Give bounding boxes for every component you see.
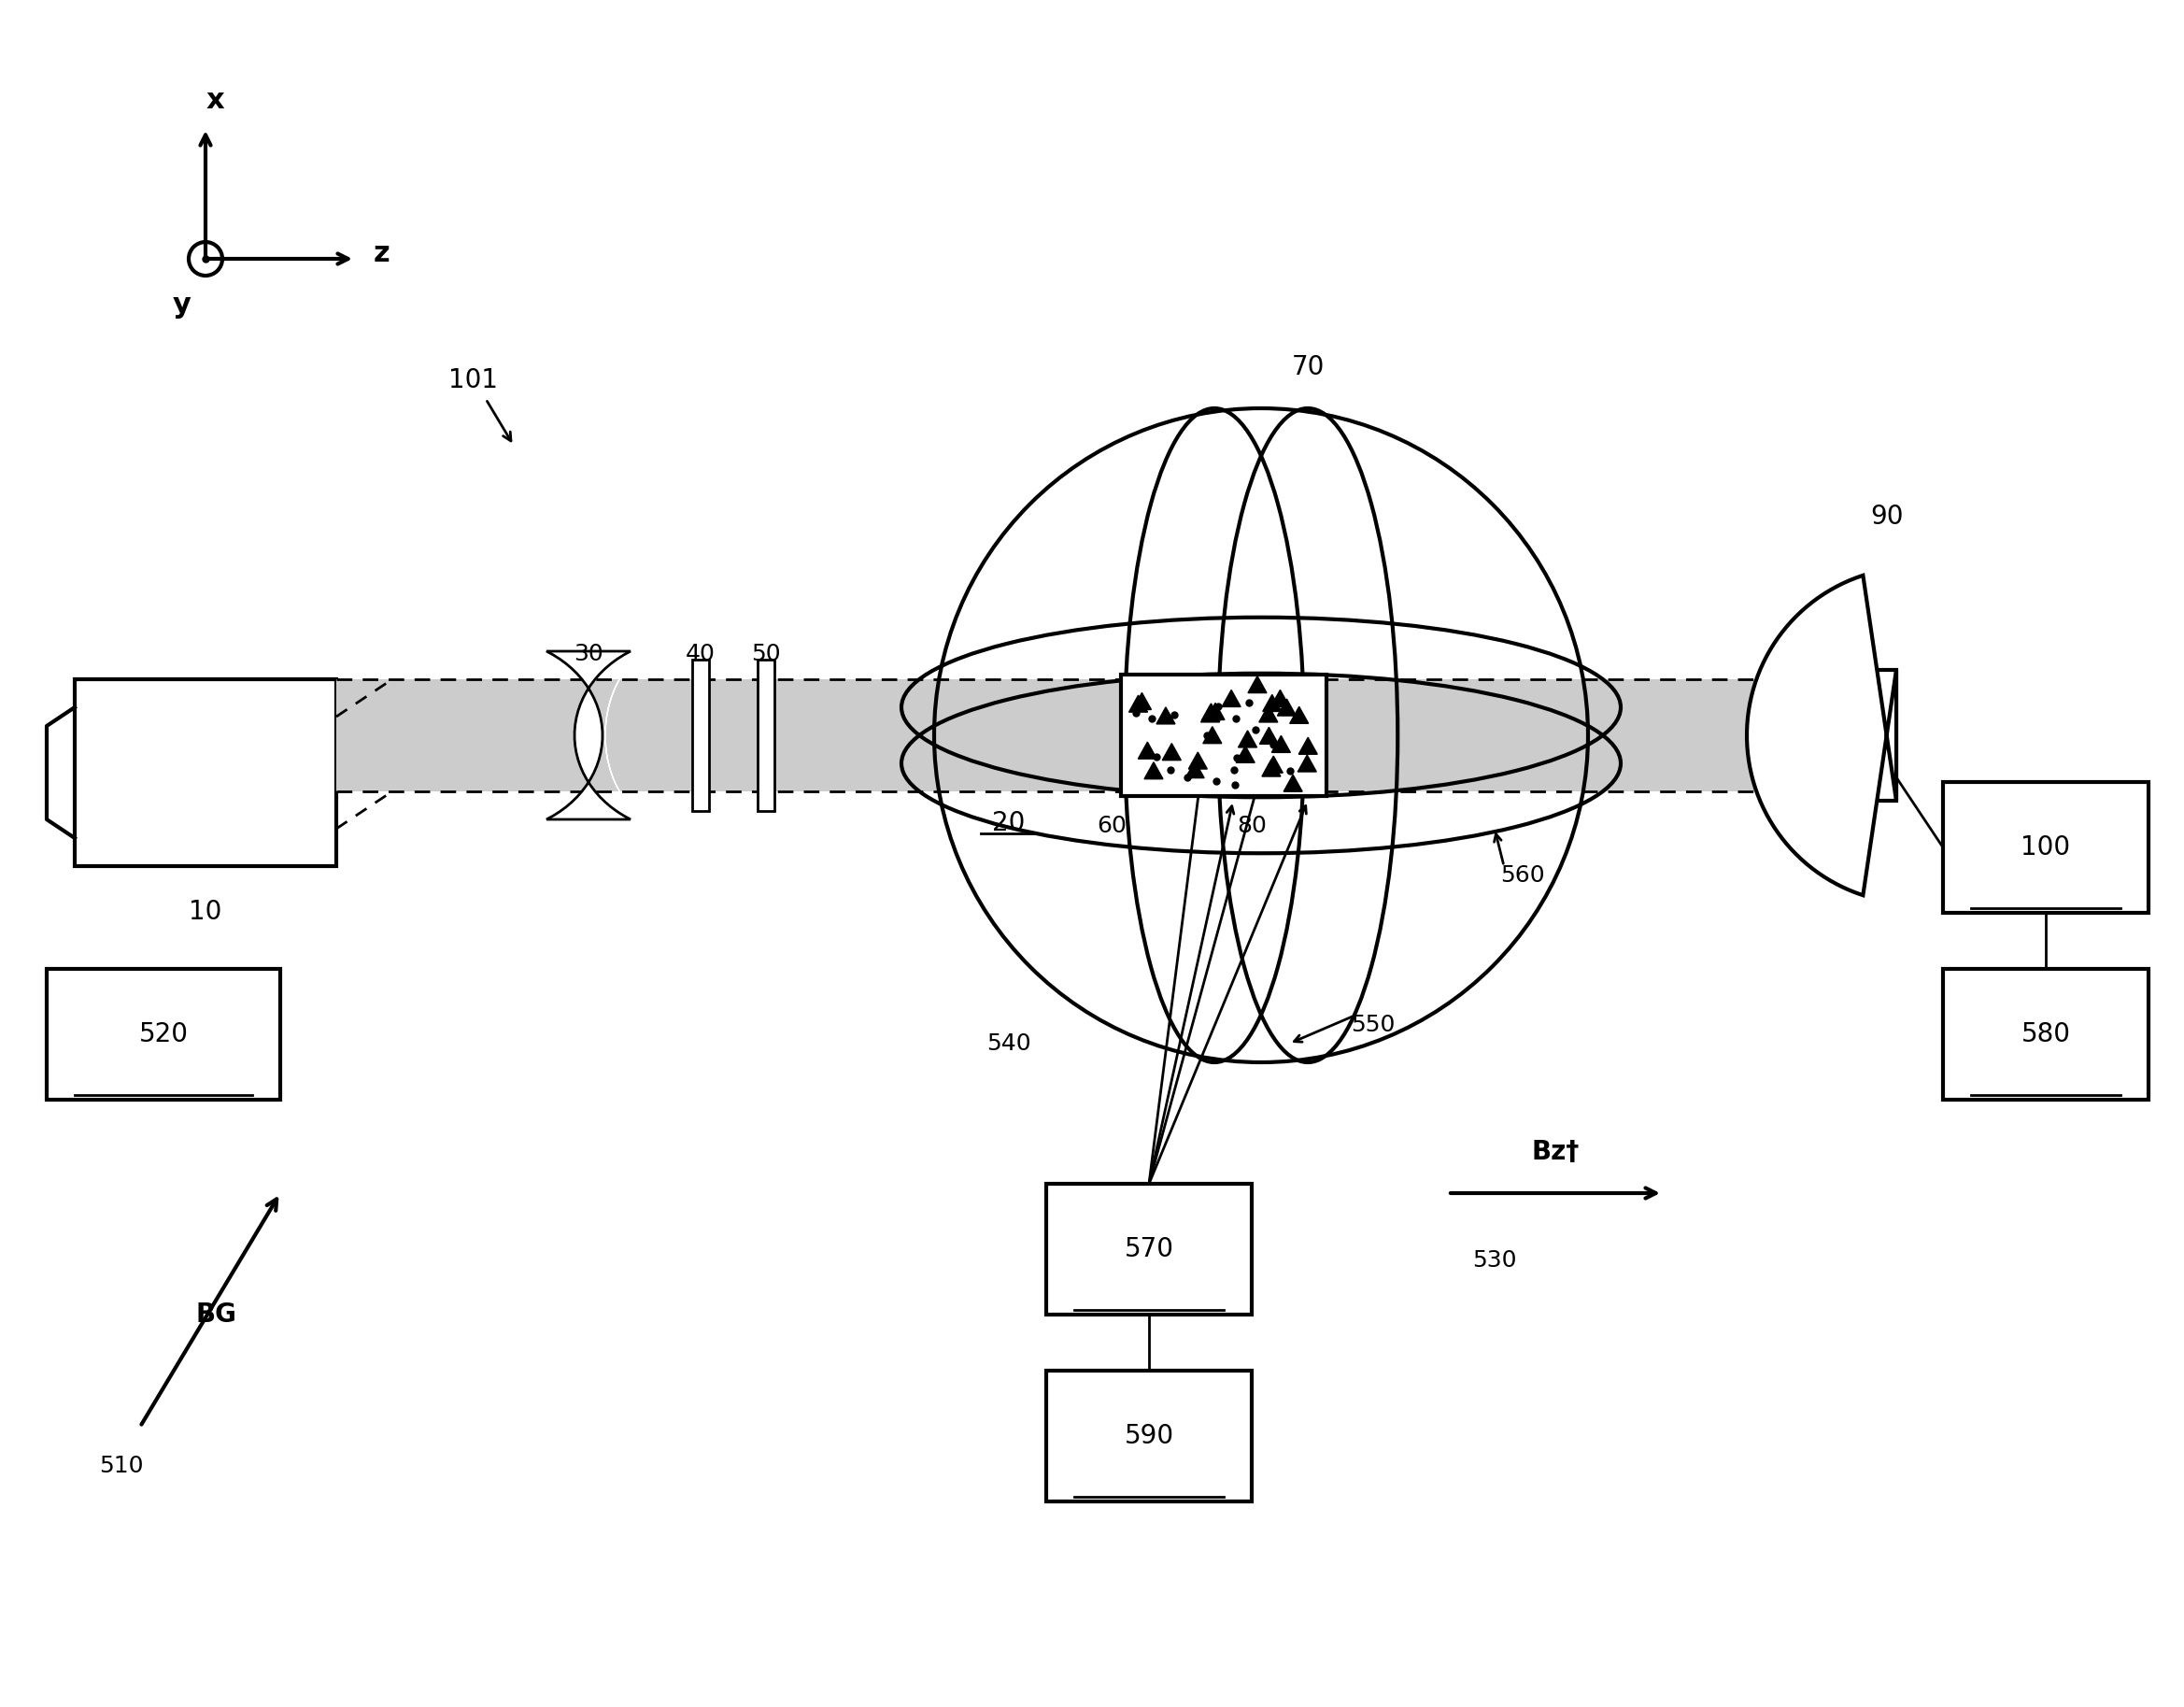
Polygon shape: [1162, 743, 1182, 760]
Polygon shape: [1284, 775, 1302, 792]
Polygon shape: [1188, 753, 1208, 768]
Polygon shape: [1155, 707, 1175, 724]
Polygon shape: [1262, 760, 1280, 777]
Text: 560: 560: [1500, 864, 1544, 886]
Polygon shape: [1291, 707, 1308, 724]
Bar: [336, 679, 1887, 792]
Text: 530: 530: [1472, 1250, 1518, 1272]
Polygon shape: [1201, 703, 1221, 720]
Text: x: x: [205, 87, 225, 114]
Polygon shape: [1247, 676, 1267, 693]
FancyBboxPatch shape: [46, 970, 280, 1099]
Text: 550: 550: [1352, 1014, 1396, 1036]
Text: 50: 50: [751, 644, 780, 666]
Polygon shape: [1144, 761, 1162, 778]
Text: BG: BG: [197, 1301, 238, 1328]
Polygon shape: [1271, 690, 1289, 707]
Text: 540: 540: [987, 1033, 1031, 1055]
Text: 520: 520: [140, 1021, 188, 1048]
FancyBboxPatch shape: [1944, 782, 2149, 913]
Bar: [758, 659, 775, 811]
Text: 30: 30: [574, 644, 603, 666]
Text: 510: 510: [98, 1454, 144, 1477]
Text: 90: 90: [1870, 504, 1904, 529]
Text: 60: 60: [1096, 814, 1127, 836]
Polygon shape: [1278, 698, 1295, 715]
Text: 70: 70: [1291, 353, 1324, 381]
Polygon shape: [1271, 736, 1291, 753]
Polygon shape: [1138, 743, 1158, 760]
Polygon shape: [1203, 727, 1221, 744]
Text: z: z: [373, 241, 391, 268]
Polygon shape: [1258, 705, 1278, 722]
Text: 40: 40: [686, 644, 716, 666]
Polygon shape: [1260, 727, 1278, 744]
Bar: [692, 659, 710, 811]
Text: 80: 80: [1236, 814, 1267, 836]
Polygon shape: [1201, 705, 1219, 722]
Polygon shape: [605, 650, 662, 819]
Polygon shape: [1297, 754, 1317, 772]
Polygon shape: [1186, 761, 1203, 778]
Text: Bz†: Bz†: [1531, 1139, 1579, 1166]
Text: 20: 20: [992, 811, 1024, 836]
Bar: [1120, 674, 1326, 795]
Text: 570: 570: [1125, 1236, 1173, 1261]
FancyBboxPatch shape: [1046, 1183, 1251, 1314]
Polygon shape: [1238, 731, 1258, 748]
Text: 100: 100: [2020, 835, 2070, 860]
Text: 580: 580: [2020, 1021, 2070, 1048]
Text: y: y: [173, 292, 192, 319]
Bar: [1850, 669, 1896, 801]
Polygon shape: [1299, 737, 1317, 754]
Polygon shape: [1265, 756, 1282, 773]
Text: 101: 101: [448, 367, 498, 393]
FancyBboxPatch shape: [74, 679, 336, 865]
Text: 590: 590: [1125, 1424, 1173, 1449]
FancyBboxPatch shape: [1944, 970, 2149, 1099]
Polygon shape: [1129, 695, 1147, 712]
FancyBboxPatch shape: [1046, 1371, 1251, 1502]
Polygon shape: [1747, 575, 1896, 894]
Polygon shape: [1223, 690, 1241, 707]
Polygon shape: [1206, 703, 1225, 720]
Text: 10: 10: [190, 900, 223, 925]
Polygon shape: [1133, 693, 1151, 710]
Polygon shape: [1236, 746, 1254, 763]
Polygon shape: [1262, 695, 1282, 712]
Polygon shape: [546, 650, 631, 819]
